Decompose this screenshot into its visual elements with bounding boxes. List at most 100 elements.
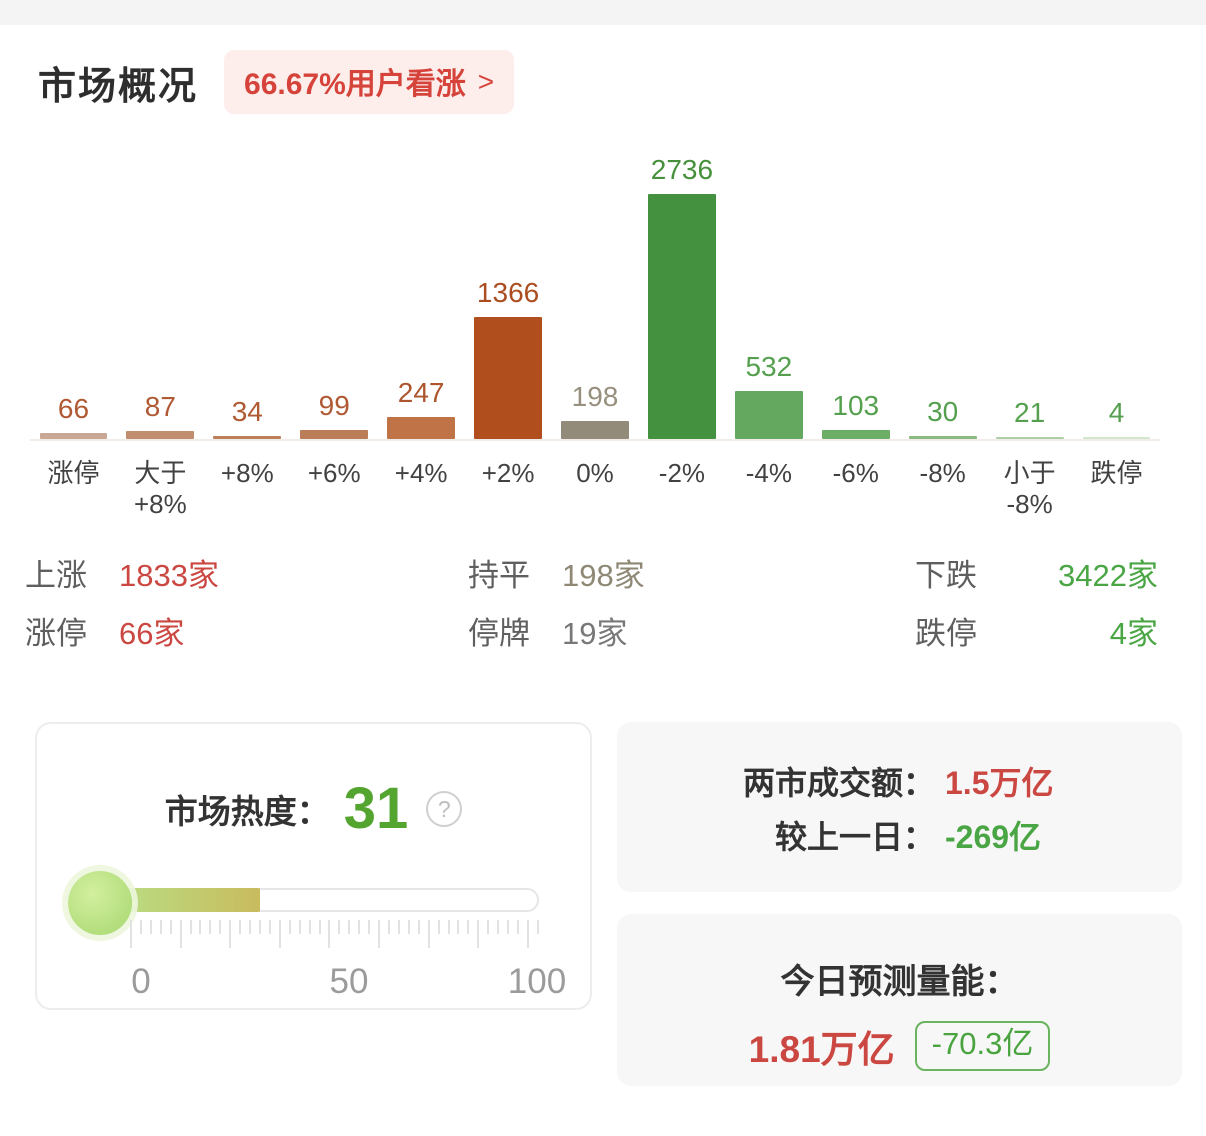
chart-bar [821,430,890,439]
ruler-tick [249,920,252,934]
chart-column: 4 [1073,397,1160,439]
ruler-tick [298,920,301,934]
ruler-tick [487,920,490,934]
flat-count: 198家 [562,557,645,593]
heat-bulb-indicator [68,871,132,935]
category-label: +6% [307,458,361,488]
ruler-tick [179,920,182,948]
summary-row: 跌停 4家 [915,601,1158,659]
bar-value-label: 1366 [476,277,540,308]
summary-row: 下跌 3422家 [915,543,1158,601]
category-label: -8% [919,458,966,488]
bar-value-label: 198 [571,381,619,412]
category-label: 跌停 [1090,458,1143,488]
bar-value-label: 247 [397,377,445,408]
chart-bar [734,391,803,439]
forecast-card: 今日预测量能： 1.81万亿 -70.3亿 [617,914,1182,1086]
bar-value-label: 532 [745,351,793,382]
ruler-tick [288,920,291,934]
ruler-tick [387,920,390,934]
suspended-count: 19家 [562,615,628,651]
ruler-tick [497,920,500,934]
ruler-tick [199,920,202,934]
ruler-tick [169,920,172,934]
turnover-row: 较上一日： -269亿 [617,810,1182,864]
limit-down-label: 跌停 [915,615,977,651]
ruler-tick [258,920,261,934]
down-label: 下跌 [915,557,977,593]
summary-up-group: 上涨 1833家 涨停 66家 [25,543,219,659]
limit-up-label: 涨停 [25,615,87,651]
bar-value-label: 34 [231,396,263,427]
category-label: +4% [394,458,448,488]
chart-bar [474,317,542,439]
help-icon[interactable]: ? [426,791,463,827]
category-label: -6% [832,458,879,488]
chart-bars: 66 87 34 99 247 1366 198 2736 532 103 30 21 4 [30,148,1160,441]
forecast-title: 今日预测量能： [780,963,1019,1001]
chart-bar [648,194,716,439]
chart-bar [39,433,108,439]
category-label: 小于 -8% [1003,458,1056,520]
users-bullish-badge[interactable]: 66.67%用户看涨 > [224,50,515,114]
turnover-card: 两市成交额： 1.5万亿 较上一日： -269亿 [617,722,1182,892]
ruler-tick [437,920,440,934]
chart-column: 1366 [465,277,552,439]
ruler-tick [477,920,480,948]
summary-flat-group: 持平 198家 停牌 19家 [468,543,645,659]
forecast-delta-badge: -70.3亿 [914,1020,1051,1072]
top-strip [0,0,1206,25]
ruler-tick [368,920,371,934]
bar-value-label: 66 [57,393,90,424]
bar-value-label: 21 [1014,397,1046,428]
header: 市场概况 66.67%用户看涨 > [38,50,515,114]
chart-column: 532 [725,351,812,439]
scale-0: 0 [131,962,151,1001]
bar-value-label: 30 [927,396,959,427]
ruler-tick [278,920,281,948]
chart-bar [213,436,282,439]
heat-header: 市场热度： 31 ? [37,780,590,838]
chart-column: 103 [812,390,899,439]
chart-column: 21 [986,397,1073,439]
chart-column: 198 [552,381,639,439]
vs-prev-day-value: -269亿 [945,819,1042,855]
chart-column: 34 [204,396,291,439]
limit-up-count: 66家 [119,615,185,651]
ruler-tick [447,920,450,934]
summary-row: 涨停 66家 [25,601,219,659]
category-label: 涨停 [47,458,100,488]
chart-bar [387,417,456,439]
ruler-tick [318,920,321,934]
forecast-value: 1.81万亿 [748,1029,895,1070]
summary-down-group: 下跌 3422家 跌停 4家 [915,543,1158,659]
ruler-tick [526,920,529,948]
ruler-tick [378,920,381,948]
ruler-tick [467,920,470,934]
down-count: 3422家 [1058,557,1158,593]
users-bullish-label: 66.67%用户看涨 [244,68,466,101]
chart-bar [126,431,195,439]
scale-50: 50 [329,962,369,1001]
chevron-right-icon: > [477,66,495,97]
ruler-tick [219,920,222,934]
forecast-row: 1.81万亿 -70.3亿 [617,1019,1182,1073]
ruler-tick [328,920,331,948]
ruler-tick [427,920,430,948]
ruler-tick [358,920,361,934]
chart-column: 87 [117,391,204,439]
ruler-tick [417,920,420,934]
category-label: +8% [220,458,274,488]
turnover-row: 两市成交额： 1.5万亿 [617,756,1182,810]
ruler-tick [407,920,410,934]
chart-column: 99 [291,390,378,439]
vs-prev-day-label: 较上一日： [774,819,935,855]
limit-down-count: 4家 [1109,615,1158,651]
heat-scale: 0 50 100 [99,962,566,1006]
bar-value-label: 87 [144,391,176,422]
chart-column: 66 [30,393,117,439]
category-label: -4% [745,458,792,488]
bar-value-label: 99 [318,390,350,421]
heat-ruler [130,920,539,948]
chart-bar [300,430,369,439]
